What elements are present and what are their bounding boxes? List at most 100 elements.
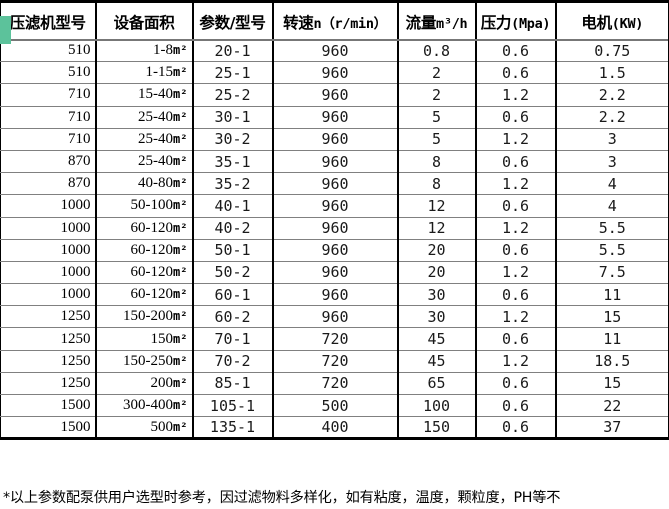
cell-value: 60-120 [130, 286, 174, 303]
cell-param: 105-1 [192, 394, 274, 418]
table-row: 1250 150m² 70-1 720 45 0.6 11 [0, 327, 669, 351]
cell-pressure: 1.2 [475, 350, 557, 373]
cell-motor: 15 [555, 372, 669, 396]
cell-value: 300-400 [123, 397, 174, 414]
cell-value: 1-8 [153, 42, 174, 59]
cell-area: 300-400m² [95, 394, 194, 418]
cell-model: 1250 [0, 372, 97, 396]
cell-param: 50-2 [192, 261, 274, 285]
cell-area: 60-120m² [95, 261, 194, 285]
area-unit: m² [173, 375, 188, 390]
table-row: 510 1-8m² 20-1 960 0.8 0.6 0.75 [0, 39, 669, 63]
cell-speed: 720 [272, 372, 399, 396]
cell-param: 70-2 [192, 350, 274, 373]
area-unit: m² [173, 309, 188, 324]
cell-flow: 12 [397, 194, 477, 218]
cell-flow: 20 [397, 261, 477, 285]
cell-area: 500m² [95, 416, 194, 440]
cell-value: 150-250 [123, 352, 174, 369]
cell-speed: 500 [272, 394, 399, 418]
column-header-flow-cn: 流量 [405, 13, 437, 32]
area-unit: m² [173, 398, 188, 413]
cell-pressure: 1.2 [475, 83, 557, 107]
column-header-model: 压滤机型号 [0, 1, 97, 41]
cell-model: 510 [0, 39, 97, 63]
column-header-pressure: 压力(Mpa) [475, 1, 557, 41]
table-header-row: 压滤机型号 设备面积 参数/型号 转速n（r/min） 流量m³/h 压力(Mp… [0, 1, 669, 41]
cell-area: 1-15m² [95, 61, 194, 85]
cell-param: 135-1 [192, 416, 274, 440]
cell-speed: 960 [272, 128, 399, 151]
cell-flow: 150 [397, 416, 477, 440]
area-unit: m² [173, 198, 188, 213]
cell-value: 60-120 [130, 219, 174, 236]
cell-pressure: 0.6 [475, 39, 557, 63]
table-row: 510 1-15m² 25-1 960 2 0.6 1.5 [0, 61, 669, 85]
table-row: 710 25-40m² 30-1 960 5 0.6 2.2 [0, 106, 669, 129]
table-row: 1000 50-100m² 40-1 960 12 0.6 4 [0, 194, 669, 218]
cell-value: 150-200 [123, 308, 174, 325]
column-header-motor-cn: 电机 [581, 13, 612, 32]
area-unit: m² [173, 154, 188, 169]
cell-flow: 2 [397, 61, 477, 85]
area-unit: m² [173, 419, 188, 434]
table-row: 1500 300-400m² 105-1 500 100 0.6 22 [0, 394, 669, 418]
table-row: 1000 60-120m² 50-2 960 20 1.2 7.5 [0, 261, 669, 285]
cell-value: 1-15 [145, 64, 174, 81]
cell-model: 1000 [0, 217, 97, 240]
footnote-text: *以上参数配泵供用户选型时参考，因过滤物料多样化，如有粘度，温度，颗粒度，PH等… [3, 490, 561, 506]
cell-motor: 5.5 [555, 239, 669, 262]
cell-flow: 100 [397, 394, 477, 418]
cell-value: 40-80 [138, 175, 174, 192]
cell-pressure: 0.6 [475, 61, 557, 85]
cell-motor: 11 [555, 327, 669, 351]
cell-area: 150-250m² [95, 350, 194, 373]
cell-param: 25-2 [192, 83, 274, 107]
cell-pressure: 0.6 [475, 150, 557, 174]
cell-area: 150-200m² [95, 305, 194, 329]
cell-pressure: 1.2 [475, 305, 557, 329]
cell-area: 40-80m² [95, 172, 194, 196]
cell-area: 1-8m² [95, 39, 194, 63]
area-unit: m² [173, 264, 188, 279]
cell-pressure: 1.2 [475, 261, 557, 285]
cell-model: 870 [0, 172, 97, 196]
cell-speed: 960 [272, 172, 399, 196]
cell-motor: 37 [555, 416, 669, 440]
area-unit: m² [173, 109, 188, 124]
area-unit: m² [173, 242, 188, 257]
cell-pressure: 0.6 [475, 416, 557, 440]
cell-flow: 12 [397, 217, 477, 240]
cell-model: 1000 [0, 283, 97, 307]
area-unit: m² [173, 43, 188, 58]
cell-speed: 960 [272, 239, 399, 262]
area-unit: m² [173, 353, 188, 368]
cell-speed: 960 [272, 283, 399, 307]
column-header-param: 参数/型号 [192, 1, 274, 41]
cell-value: 25-40 [138, 153, 174, 170]
cell-flow: 30 [397, 305, 477, 329]
cell-flow: 5 [397, 128, 477, 151]
cell-motor: 3 [555, 128, 669, 151]
column-header-motor: 电机(KW) [555, 1, 669, 41]
cell-motor: 2.2 [555, 83, 669, 107]
cell-flow: 45 [397, 350, 477, 373]
cell-motor: 11 [555, 283, 669, 307]
cell-area: 150m² [95, 327, 194, 351]
cell-value: 500 [150, 418, 174, 435]
cell-speed: 960 [272, 305, 399, 329]
cell-speed: 960 [272, 261, 399, 285]
cell-model: 1500 [0, 416, 97, 440]
filter-press-pump-spec-table: 压滤机型号 设备面积 参数/型号 转速n（r/min） 流量m³/h 压力(Mp… [0, 0, 669, 441]
cell-motor: 4 [555, 172, 669, 196]
cell-param: 70-1 [192, 327, 274, 351]
cell-model: 1000 [0, 261, 97, 285]
cell-motor: 22 [555, 394, 669, 418]
cell-param: 60-2 [192, 305, 274, 329]
cell-value: 60-120 [130, 263, 174, 280]
cell-motor: 15 [555, 305, 669, 329]
area-unit: m² [173, 65, 188, 80]
cell-value: 200 [150, 374, 174, 391]
cell-speed: 960 [272, 106, 399, 129]
